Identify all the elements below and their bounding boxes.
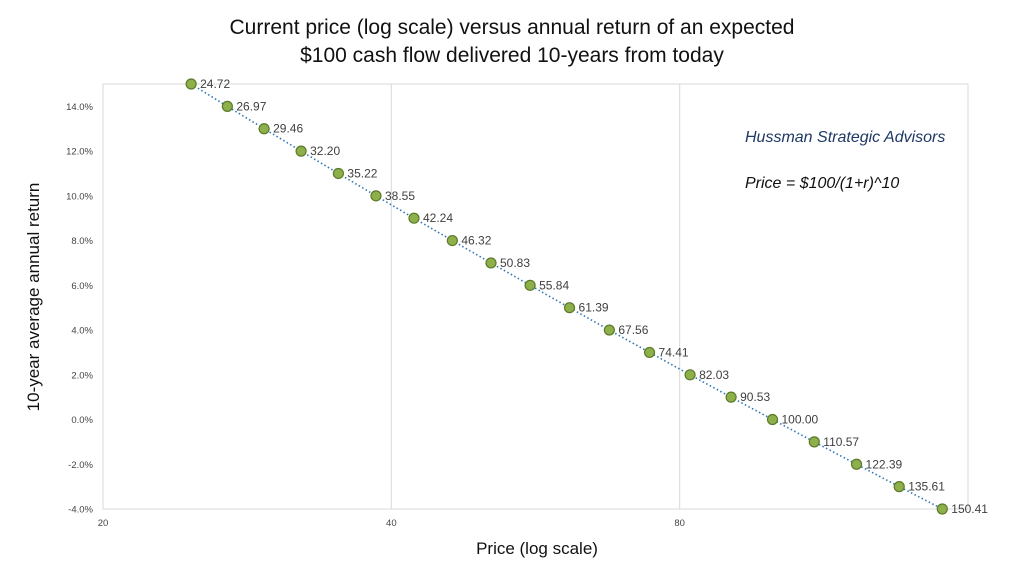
data-labels: 24.72 26.97 29.46 32.20 35.22 38.55 42.24 46.32… bbox=[200, 77, 988, 516]
y-tick-label: 10.0% bbox=[66, 191, 93, 202]
data-point bbox=[485, 257, 497, 269]
y-tick-label: -2.0% bbox=[68, 460, 93, 471]
x-axis-title: Price (log scale) bbox=[476, 539, 598, 558]
data-point bbox=[563, 302, 576, 314]
data-point bbox=[185, 78, 197, 90]
data-point-label: 135.61 bbox=[908, 480, 945, 494]
data-point bbox=[524, 279, 536, 291]
data-point bbox=[893, 481, 905, 493]
data-point-label: 67.56 bbox=[618, 323, 648, 337]
data-point-label: 26.97 bbox=[236, 99, 266, 113]
data-point bbox=[258, 123, 270, 135]
y-axis-ticks: -4.0% -2.0% 0.0% 2.0% 4.0% 6.0% 8.0% 10.0% 12.0%… bbox=[66, 102, 93, 516]
data-point-label: 100.00 bbox=[781, 413, 818, 427]
data-point bbox=[221, 100, 233, 112]
y-tick-label: 12.0% bbox=[66, 147, 93, 158]
data-point-label: 38.55 bbox=[385, 189, 415, 203]
trendline-group bbox=[190, 83, 943, 510]
data-point-label: 32.20 bbox=[310, 144, 340, 158]
data-point-label: 24.72 bbox=[200, 77, 230, 91]
data-point-label: 150.41 bbox=[951, 502, 988, 516]
data-point bbox=[370, 190, 382, 202]
data-points bbox=[185, 78, 948, 515]
x-tick-label: 40 bbox=[386, 518, 397, 529]
data-point bbox=[643, 346, 656, 359]
brand-annotation: Hussman Strategic Advisors bbox=[745, 129, 945, 146]
data-point bbox=[446, 234, 458, 247]
y-tick-label: 2.0% bbox=[71, 370, 93, 381]
data-point bbox=[408, 212, 420, 224]
y-tick-label: 6.0% bbox=[71, 281, 93, 292]
y-tick-label: 0.0% bbox=[71, 415, 93, 426]
y-tick-label: 4.0% bbox=[71, 326, 93, 337]
x-tick-label: 80 bbox=[674, 518, 685, 529]
data-point-label: 35.22 bbox=[347, 166, 377, 180]
trendline bbox=[190, 83, 943, 510]
data-point bbox=[684, 369, 696, 381]
y-axis-title: 10-year average annual return bbox=[24, 183, 43, 412]
data-point-label: 74.41 bbox=[659, 345, 689, 359]
y-tick-label: 8.0% bbox=[71, 236, 93, 247]
x-tick-label: 20 bbox=[98, 518, 109, 529]
x-axis-ticks: 20 40 80 bbox=[98, 518, 685, 529]
data-point bbox=[808, 436, 820, 448]
chart-title-line-1: Current price (log scale) versus annual … bbox=[230, 16, 795, 39]
data-point-label: 61.39 bbox=[579, 301, 609, 315]
y-tick-label: -4.0% bbox=[68, 505, 93, 516]
data-point-label: 82.03 bbox=[699, 368, 729, 382]
data-point-label: 42.24 bbox=[423, 211, 453, 225]
data-point bbox=[936, 503, 948, 515]
chart-title-line-2: $100 cash flow delivered 10-years from t… bbox=[300, 44, 724, 67]
data-point-label: 29.46 bbox=[273, 122, 303, 136]
data-point-label: 110.57 bbox=[823, 435, 859, 449]
formula-annotation: Price = $100/(1+r)^10 bbox=[745, 175, 899, 192]
gridlines bbox=[102, 83, 969, 510]
data-point-label: 50.83 bbox=[500, 256, 530, 270]
data-point bbox=[295, 145, 307, 157]
data-point bbox=[332, 167, 344, 180]
data-point bbox=[766, 413, 779, 426]
data-point bbox=[725, 391, 737, 403]
data-point-label: 46.32 bbox=[461, 234, 491, 248]
y-tick-label: 14.0% bbox=[66, 102, 93, 113]
data-point-label: 122.39 bbox=[866, 457, 903, 471]
data-point bbox=[603, 324, 615, 336]
data-point bbox=[850, 458, 863, 470]
data-point-label: 90.53 bbox=[740, 390, 770, 404]
data-point-label: 55.84 bbox=[539, 278, 569, 292]
